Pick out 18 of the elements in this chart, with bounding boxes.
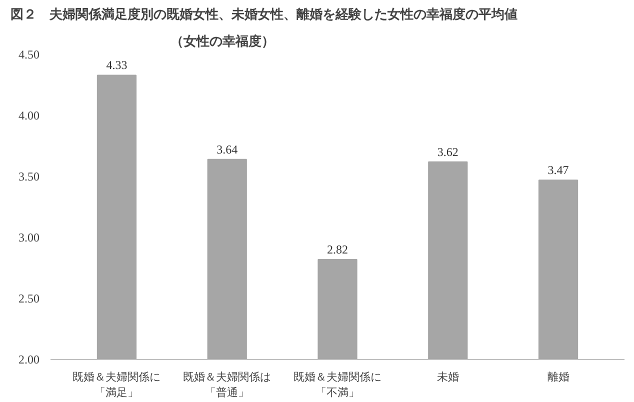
y-tick-label: 3.50 [18, 170, 40, 184]
x-tick-label: 離婚 [547, 370, 570, 384]
y-tick-label: 2.00 [18, 352, 40, 366]
y-tick-label: 4.50 [18, 48, 40, 62]
data-label: 2.82 [327, 242, 348, 256]
y-tick-label: 4.00 [18, 108, 40, 122]
y-tick-label: 3.00 [18, 230, 40, 244]
data-label: 3.47 [548, 163, 569, 178]
chart-subtitle: （女性の幸福度） [170, 34, 274, 50]
x-tick-label: 未婚 [436, 370, 459, 384]
data-label: 4.33 [106, 58, 128, 72]
x-tick-label: 既婚＆夫婦関係に「満足」 [72, 370, 161, 400]
x-tick-label: 既婚＆夫婦関係は「普通」 [183, 370, 272, 400]
data-label: 3.62 [437, 144, 458, 159]
data-label: 3.64 [216, 142, 238, 156]
x-tick-label: 既婚＆夫婦関係に「不満」 [294, 370, 382, 400]
chart-title: 図２ 夫婦関係満足度別の既婚女性、未婚女性、離婚を経験した女性の幸福度の平均値 [10, 6, 518, 22]
y-tick-label: 2.50 [18, 292, 40, 306]
